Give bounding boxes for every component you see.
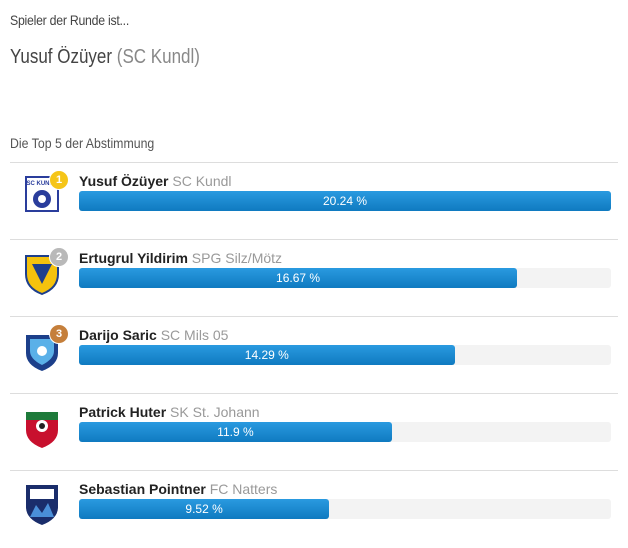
bar-track: 11.9 % <box>79 422 611 442</box>
bar-track: 14.29 % <box>79 345 611 365</box>
bar-track: 9.52 % <box>79 499 611 519</box>
club-name: SC Mils 05 <box>160 327 229 343</box>
rank-badge: 1 <box>49 170 69 190</box>
bar: 20.24 % <box>79 191 611 211</box>
bar: 16.67 % <box>79 268 518 288</box>
player-name: Patrick Huter SK St. Johann <box>79 404 260 420</box>
intro: Spieler der Runde ist... <box>10 12 129 28</box>
player: Patrick Huter <box>79 404 167 420</box>
player-name: Darijo Saric SC Mils 05 <box>79 327 228 343</box>
logo-icon <box>26 335 58 371</box>
player: Sebastian Pointner <box>79 481 206 497</box>
bar-track: 16.67 % <box>79 268 611 288</box>
player-row: Patrick Huter SK St. Johann 11.9 % <box>10 393 618 471</box>
club-logo <box>22 327 62 373</box>
winner-name: Yusuf Özüyer <box>10 46 113 68</box>
player-row: SC KUNDL 1 Yusuf Özüyer SC Kundl 20.24 % <box>10 162 618 240</box>
value-label: 16.67 % <box>276 271 321 285</box>
club-logo <box>22 404 62 450</box>
player-row: Sebastian Pointner FC Natters 9.52 % <box>10 470 618 548</box>
bar: 9.52 % <box>79 499 330 519</box>
logo-icon <box>25 255 59 296</box>
bar-track: 20.24 % <box>79 191 611 211</box>
value-label: 9.52 % <box>185 502 223 516</box>
value-label: 20.24 % <box>322 194 368 208</box>
rank-badge: 3 <box>49 324 69 344</box>
logo-icon <box>26 485 58 525</box>
club-name: SK St. Johann <box>170 404 260 420</box>
player: Yusuf Özüyer <box>79 173 169 189</box>
page: Spieler der Runde ist... Yusuf Özüyer (S… <box>10 12 618 525</box>
bar: 14.29 % <box>79 345 455 365</box>
player-row: 3 Darijo Saric SC Mils 05 14.29 % <box>10 316 618 394</box>
value-label: 11.9 % <box>217 425 254 439</box>
club-name: SPG Silz/Mötz <box>191 250 283 266</box>
winner-club: (SC Kundl) <box>116 46 200 68</box>
rank-badge: 2 <box>49 247 69 267</box>
svg-text:SC KUNDL: SC KUNDL <box>27 181 58 187</box>
section-title: Die Top 5 der Abstimmung <box>10 135 155 151</box>
winner: Yusuf Özüyer (SC Kundl) <box>10 46 200 69</box>
club-logo <box>22 250 62 296</box>
logo-icon <box>26 412 58 448</box>
club-name: SC Kundl <box>172 173 232 189</box>
club-logo <box>22 481 62 527</box>
player-name: Sebastian Pointner FC Natters <box>79 481 277 497</box>
bar: 11.9 % <box>79 422 392 442</box>
value-label: 14.29 % <box>244 348 289 362</box>
player-row: 2 Ertugrul Yildirim SPG Silz/Mötz 16.67 % <box>10 239 618 317</box>
player-name: Yusuf Özüyer SC Kundl <box>79 173 232 189</box>
club-name: FC Natters <box>209 481 278 497</box>
player: Ertugrul Yildirim <box>79 250 188 266</box>
player-name: Ertugrul Yildirim SPG Silz/Mötz <box>79 250 282 266</box>
player: Darijo Saric <box>79 327 157 343</box>
